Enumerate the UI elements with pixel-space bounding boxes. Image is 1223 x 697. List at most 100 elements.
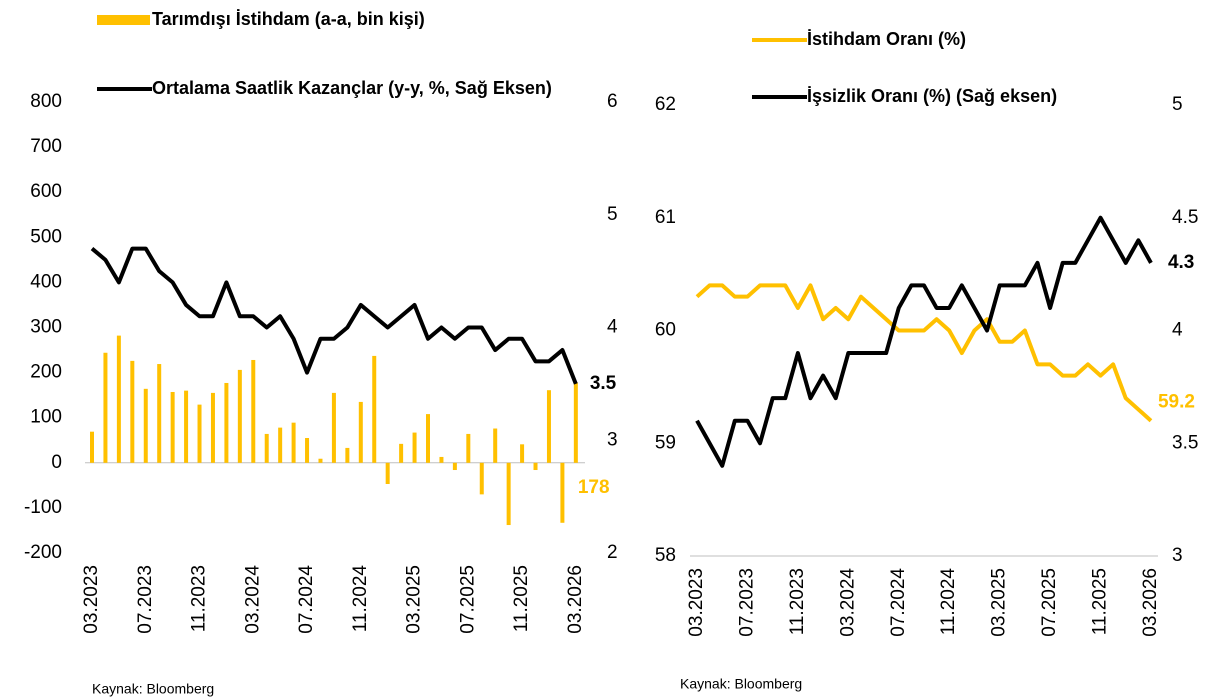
y-tick-label: 600 (30, 181, 62, 202)
y-tick-label: 59 (655, 432, 676, 453)
bar (251, 359, 256, 463)
bar (210, 392, 215, 463)
y-tick-label: 500 (30, 226, 62, 247)
y2-tick-label: 5 (607, 204, 618, 225)
bar (103, 352, 108, 463)
chart-panel: 58 59 60 61 62 3 3.5 4 4.5 5 03.2023 07.2023 11.2023… (655, 29, 1199, 692)
bar (479, 462, 484, 495)
x-tick-label: 07.2024 (296, 565, 317, 634)
x-tick-label: 07.2025 (457, 565, 478, 634)
bar (331, 392, 336, 463)
data-label: 59.2 (1158, 392, 1195, 413)
bar (358, 401, 363, 463)
bar (157, 364, 162, 463)
y-tick-label: 400 (30, 271, 62, 292)
bar (466, 433, 471, 463)
line (695, 215, 1153, 468)
x-tick-label: 11.2024 (350, 565, 371, 633)
y-tick-label: 58 (655, 545, 676, 566)
y-tick-label: 700 (30, 136, 62, 157)
bar (426, 414, 430, 463)
bar (412, 432, 417, 463)
y2-tick-label: 3 (607, 429, 618, 450)
y-tick-label: 62 (655, 94, 676, 115)
source-note: Kaynak: Bloomberg (680, 676, 802, 692)
legend-label: İşsizlik Oranı (%) (Sağ eksen) (807, 86, 1058, 106)
x-tick-label: 03.2025 (404, 565, 425, 634)
y-tick-label: -200 (24, 542, 62, 563)
x-tick-label: 07.2025 (1039, 568, 1060, 637)
source-note: Kaynak: Bloomberg (92, 681, 214, 697)
bar (506, 462, 511, 526)
bar (224, 382, 229, 463)
y-tick-label: 800 (30, 91, 62, 112)
legend-swatch (97, 15, 150, 25)
bar (439, 456, 444, 463)
x-tick-label: 11.2023 (787, 568, 808, 635)
x-tick-label: 03.2023 (686, 568, 707, 637)
y2-tick-label: 3.5 (1172, 432, 1198, 453)
bar (237, 369, 242, 463)
bar (520, 444, 525, 463)
x-tick-label: 03.2025 (989, 568, 1010, 637)
bar (452, 462, 457, 471)
x-tick-label: 03.2026 (565, 565, 586, 634)
bar (560, 462, 565, 523)
x-tick-label: 03.2026 (1140, 568, 1161, 637)
legend-entry: Ortalama Saatlik Kazançlar (y-y, %, Sağ … (152, 78, 552, 98)
bar (170, 391, 175, 463)
legend-entry: Tarımdışı İstihdam (a-a, bin kişi) (152, 9, 425, 29)
bar (372, 355, 377, 463)
x-tick-label: 03.2024 (837, 568, 858, 637)
bar (130, 360, 135, 463)
bar (345, 447, 350, 463)
bar (318, 458, 323, 463)
x-tick-label: 11.2025 (511, 565, 532, 632)
legend-label: İstihdam Oranı (%) (807, 29, 967, 49)
x-tick-label: 03.2024 (242, 565, 263, 634)
x-tick-label: 11.2024 (938, 568, 959, 636)
bar (573, 382, 578, 463)
y2-tick-label: 2 (607, 542, 618, 563)
bar (197, 404, 202, 463)
legend-label: Tarımdışı İstihdam (a-a, bin kişi) (152, 9, 425, 29)
bar (143, 388, 148, 463)
line (695, 283, 1153, 423)
y-tick-label: 61 (655, 207, 676, 228)
y2-tick-label: 6 (607, 91, 618, 112)
legend-entry: İşsizlik Oranı (%) (Sağ eksen) (807, 86, 1058, 106)
y2-tick-label: 4.5 (1172, 207, 1198, 228)
bar (305, 437, 310, 463)
y-tick-label: -100 (24, 497, 62, 518)
bar (278, 427, 283, 463)
data-label: 3.5 (590, 373, 617, 394)
y2-tick-label: 3 (1172, 545, 1183, 566)
bar (116, 335, 121, 463)
line (90, 246, 578, 385)
bar (385, 462, 390, 484)
data-label: 4.3 (1168, 252, 1194, 273)
y-tick-label: 200 (30, 362, 62, 383)
x-tick-label: 07.2023 (736, 568, 757, 637)
bar (184, 390, 189, 463)
bar (399, 443, 404, 463)
x-tick-label: 11.2025 (1090, 568, 1111, 635)
y-tick-label: 0 (51, 452, 62, 473)
y2-tick-label: 5 (1172, 94, 1183, 115)
bar (493, 428, 498, 463)
x-tick-label: 11.2023 (189, 565, 210, 632)
bar (546, 390, 551, 463)
bar (90, 431, 94, 463)
bar (533, 462, 538, 471)
y-tick-label: 100 (30, 407, 62, 428)
x-tick-label: 07.2024 (888, 568, 909, 637)
y-tick-label: 300 (30, 317, 62, 338)
y2-tick-label: 4 (1172, 320, 1183, 341)
bar (264, 433, 269, 463)
x-tick-label: 07.2023 (135, 565, 156, 634)
x-tick-label: 03.2023 (81, 565, 102, 634)
legend-entry: İstihdam Oranı (%) (807, 29, 967, 49)
data-label: 178 (578, 477, 610, 498)
